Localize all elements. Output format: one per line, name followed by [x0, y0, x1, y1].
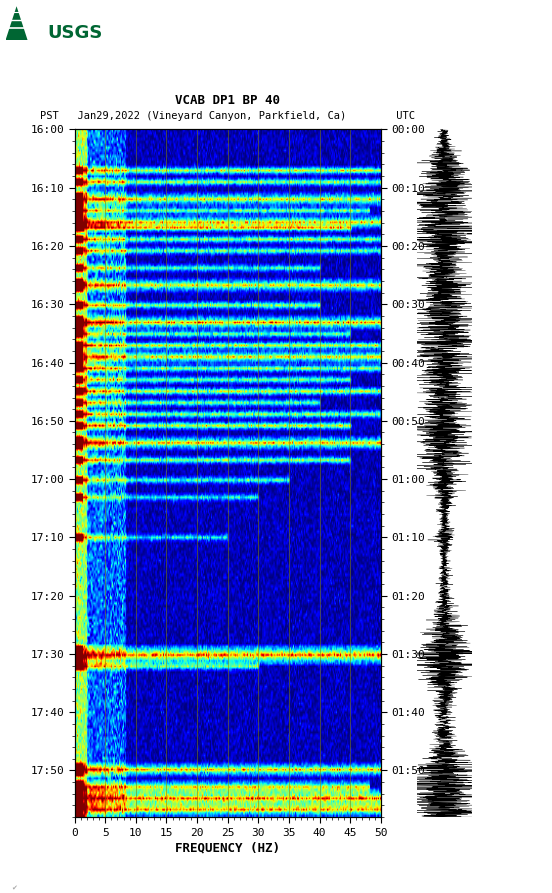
X-axis label: FREQUENCY (HZ): FREQUENCY (HZ)	[175, 842, 280, 855]
Text: PST   Jan29,2022 (Vineyard Canyon, Parkfield, Ca)        UTC: PST Jan29,2022 (Vineyard Canyon, Parkfie…	[40, 111, 415, 121]
Polygon shape	[6, 6, 28, 40]
Text: USGS: USGS	[47, 24, 102, 42]
Text: VCAB DP1 BP 40: VCAB DP1 BP 40	[175, 94, 280, 107]
Text: ✔: ✔	[11, 884, 17, 890]
